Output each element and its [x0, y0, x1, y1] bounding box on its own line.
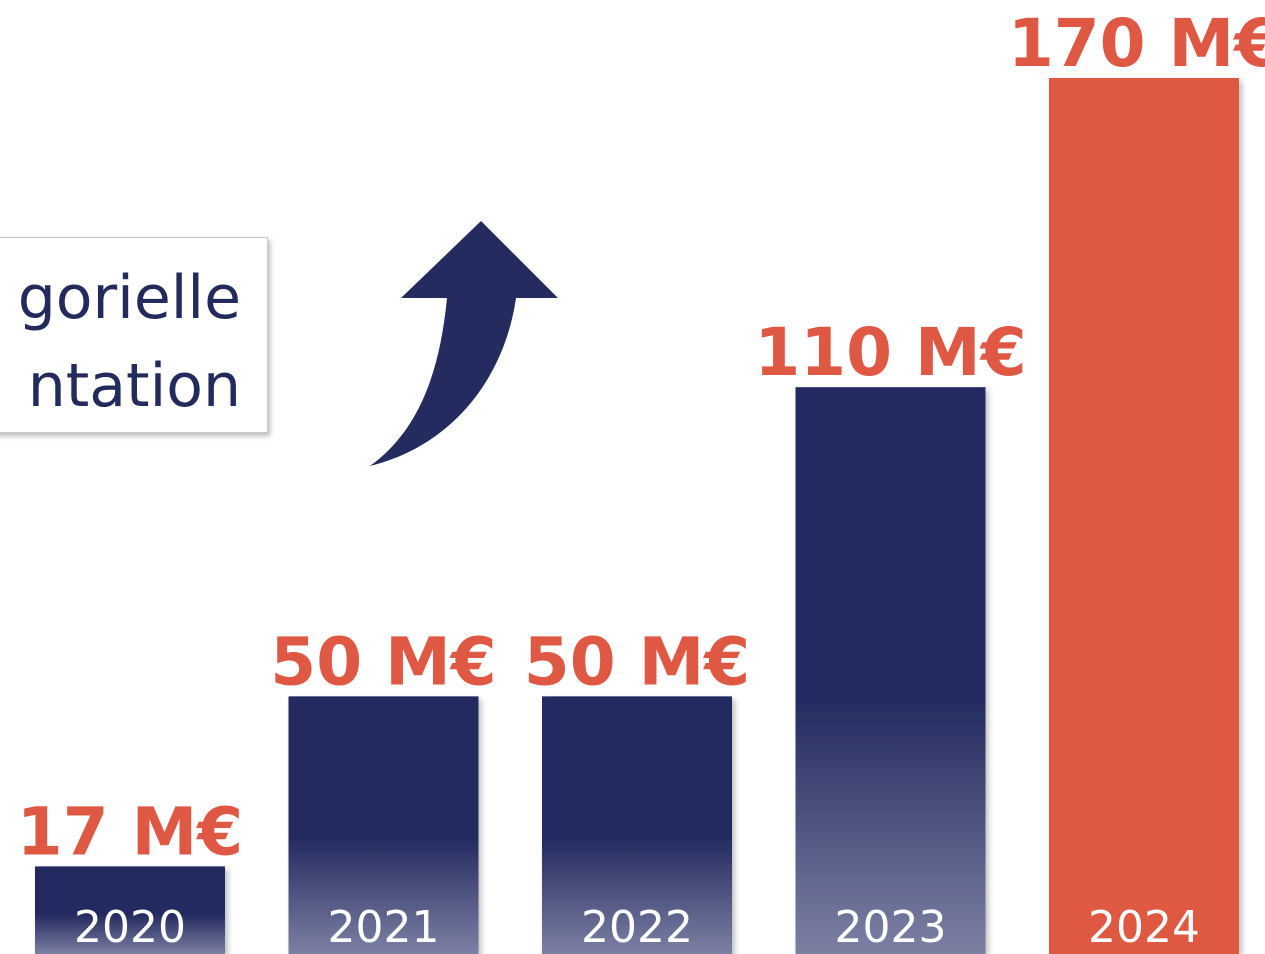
- x-tick-label: 2024: [1088, 902, 1200, 953]
- bar-2022: [542, 696, 732, 954]
- annotation-line-2: ntation: [27, 351, 241, 421]
- data-label: 17 M€: [17, 793, 243, 870]
- data-label: 170 M€: [1008, 5, 1265, 82]
- bar-2024: [1049, 78, 1239, 954]
- data-label: 110 M€: [754, 314, 1026, 391]
- bar-2020: [35, 866, 225, 954]
- annotation-box: gorielle ntation: [0, 237, 268, 433]
- bar-2023: [795, 387, 986, 954]
- x-tick-label: 2023: [835, 902, 947, 953]
- x-tick-label: 2022: [581, 902, 693, 953]
- bar-2021: [288, 696, 479, 954]
- x-tick-label: 2021: [328, 902, 440, 953]
- annotation-line-1: gorielle: [17, 263, 241, 333]
- x-tick-label: 2020: [74, 902, 186, 953]
- data-label: 50 M€: [524, 623, 750, 700]
- data-label: 50 M€: [270, 623, 496, 700]
- curved-up-arrow-icon: [370, 221, 558, 466]
